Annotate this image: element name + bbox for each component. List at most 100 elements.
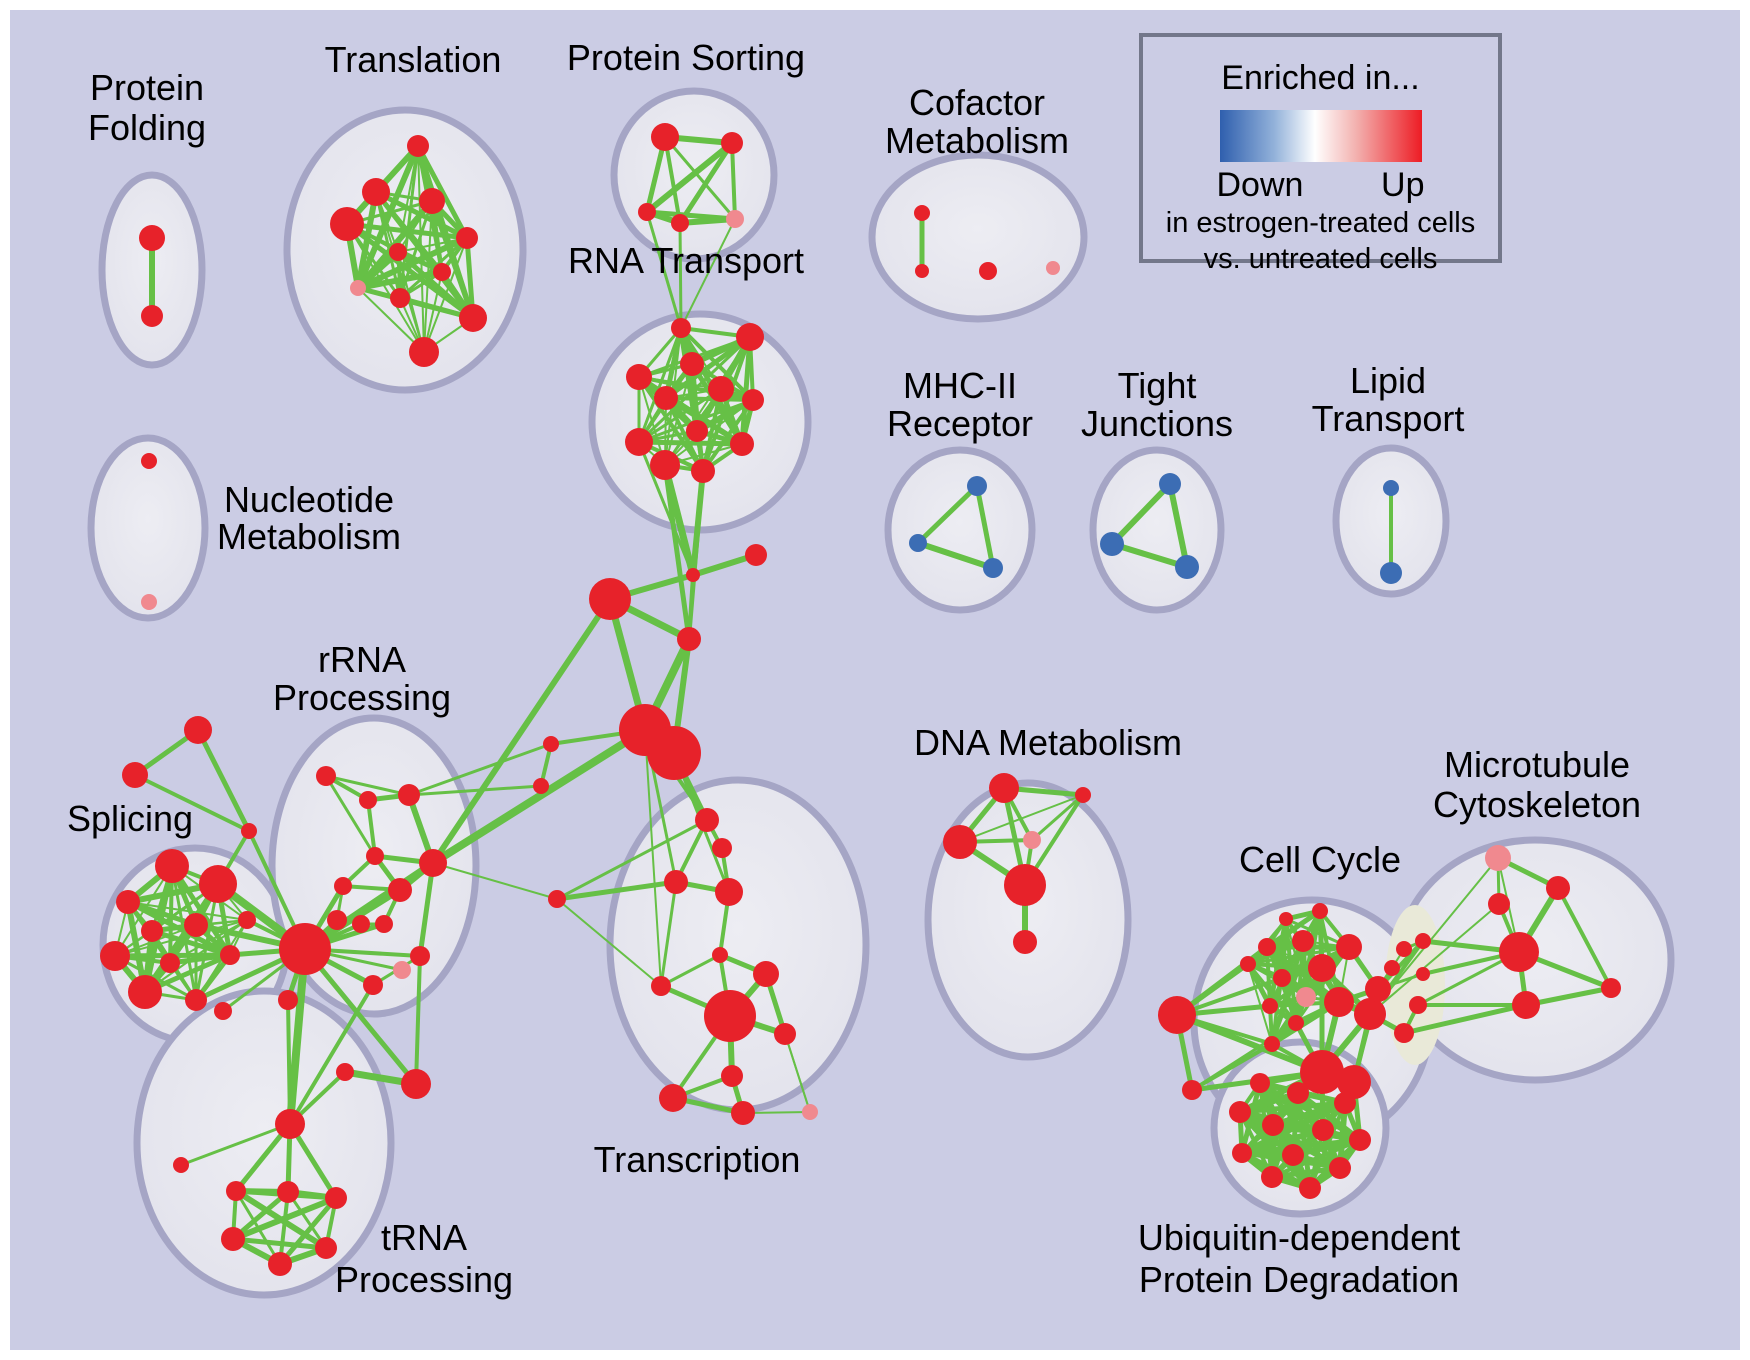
node-cc5[interactable] (1308, 954, 1336, 982)
node-cc2[interactable] (1292, 930, 1314, 952)
node-tx7[interactable] (651, 976, 671, 996)
node-cc8[interactable] (1288, 1015, 1304, 1031)
node-mh3[interactable] (983, 558, 1003, 578)
node-ub1[interactable] (1250, 1073, 1270, 1093)
node-sm2[interactable] (533, 778, 549, 794)
node-dm6[interactable] (1013, 930, 1037, 954)
node-rr12[interactable] (363, 975, 383, 995)
node-cc4[interactable] (1273, 969, 1291, 987)
node-tj1[interactable] (1159, 473, 1181, 495)
node-tr9[interactable] (390, 288, 410, 308)
node-tp2[interactable] (173, 1157, 189, 1173)
node-cc14[interactable] (1384, 960, 1400, 976)
node-mh1[interactable] (967, 476, 987, 496)
node-rr8[interactable] (327, 910, 347, 930)
node-sp8[interactable] (128, 975, 162, 1009)
node-tr2[interactable] (362, 178, 390, 206)
node-rr4[interactable] (366, 847, 384, 865)
node-tr3[interactable] (330, 207, 364, 241)
node-rr7[interactable] (419, 849, 447, 877)
node-sp10[interactable] (220, 945, 240, 965)
node-ps2[interactable] (721, 132, 743, 154)
node-lt2[interactable] (1380, 562, 1402, 584)
node-cct2[interactable] (1312, 903, 1328, 919)
node-rt10[interactable] (730, 432, 754, 456)
node-tx9[interactable] (704, 990, 756, 1042)
node-sa[interactable] (184, 716, 212, 744)
node-cch2[interactable] (1337, 1065, 1371, 1099)
node-rr2[interactable] (359, 791, 377, 809)
node-mt1[interactable] (1546, 876, 1570, 900)
node-sp1[interactable] (155, 849, 189, 883)
node-sp2[interactable] (199, 865, 237, 903)
node-r1[interactable] (279, 923, 331, 975)
node-rt7[interactable] (742, 389, 764, 411)
node-mt8[interactable] (1409, 996, 1427, 1014)
node-rt3[interactable] (680, 352, 704, 376)
node-tr6[interactable] (389, 243, 407, 261)
node-tr8[interactable] (350, 280, 366, 296)
node-cc11[interactable] (1365, 976, 1391, 1002)
node-ub6[interactable] (1312, 1119, 1334, 1141)
node-ps3[interactable] (638, 203, 656, 221)
node-rt11[interactable] (650, 450, 680, 480)
node-tx14[interactable] (802, 1104, 818, 1120)
node-ps5[interactable] (726, 210, 744, 228)
node-cct1[interactable] (1279, 912, 1293, 926)
node-rr10[interactable] (375, 915, 393, 933)
node-pf1[interactable] (139, 225, 165, 251)
node-dm4[interactable] (1023, 831, 1041, 849)
node-rt9[interactable] (625, 428, 653, 456)
node-cc12[interactable] (1264, 1036, 1280, 1052)
node-mt7[interactable] (1416, 967, 1430, 981)
node-dm1[interactable] (989, 773, 1019, 803)
node-rr6[interactable] (388, 878, 412, 902)
node-rr9[interactable] (352, 915, 370, 933)
node-ps4[interactable] (671, 214, 689, 232)
node-nm1[interactable] (141, 453, 157, 469)
node-rr16[interactable] (336, 1063, 354, 1081)
node-ub5[interactable] (1262, 1114, 1284, 1136)
node-dm2[interactable] (1075, 787, 1091, 803)
node-ccp[interactable] (1296, 987, 1316, 1007)
node-rt4[interactable] (626, 364, 652, 390)
node-sp7[interactable] (160, 953, 180, 973)
node-mt4[interactable] (1512, 991, 1540, 1019)
node-tx13[interactable] (731, 1101, 755, 1125)
node-cc10[interactable] (1354, 998, 1386, 1030)
node-mtp[interactable] (1485, 845, 1511, 871)
node-tr10[interactable] (459, 304, 487, 332)
node-rt12[interactable] (691, 459, 715, 483)
node-tp7[interactable] (268, 1252, 292, 1276)
node-tr5[interactable] (456, 227, 478, 249)
node-ub9[interactable] (1282, 1144, 1304, 1166)
node-ub3[interactable] (1334, 1092, 1356, 1114)
node-ub8[interactable] (1232, 1143, 1252, 1163)
node-cc1[interactable] (1258, 938, 1276, 956)
node-tx2[interactable] (712, 838, 732, 858)
node-tj3[interactable] (1175, 555, 1199, 579)
node-cc9[interactable] (1324, 987, 1354, 1017)
node-ch4[interactable] (677, 627, 701, 651)
node-dm5[interactable] (1004, 864, 1046, 906)
node-tp1[interactable] (275, 1109, 305, 1139)
node-rr13[interactable] (410, 946, 430, 966)
node-tx12[interactable] (659, 1084, 687, 1112)
node-rt6[interactable] (708, 376, 734, 402)
node-sp4[interactable] (141, 920, 163, 942)
node-tp8[interactable] (315, 1237, 337, 1259)
node-ub12[interactable] (1299, 1177, 1321, 1199)
node-ub7[interactable] (1349, 1129, 1371, 1151)
node-nm2[interactable] (141, 594, 157, 610)
node-co4[interactable] (1046, 261, 1060, 275)
node-ccLs[interactable] (1182, 1080, 1202, 1100)
node-mt2[interactable] (1488, 893, 1510, 915)
node-sp3[interactable] (116, 890, 140, 914)
node-co1[interactable] (914, 205, 930, 221)
node-mt3[interactable] (1499, 932, 1539, 972)
node-tp3[interactable] (226, 1181, 246, 1201)
node-sp11[interactable] (238, 911, 256, 929)
node-rt1[interactable] (671, 318, 691, 338)
node-sp5[interactable] (184, 913, 208, 937)
node-rt2[interactable] (736, 323, 764, 351)
